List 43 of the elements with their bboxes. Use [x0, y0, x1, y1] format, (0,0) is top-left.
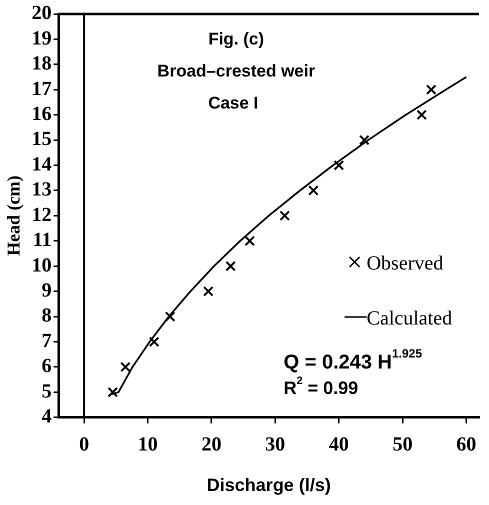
y-tick-label: 13	[32, 178, 52, 201]
point	[308, 185, 319, 196]
point	[203, 286, 214, 297]
point	[416, 110, 427, 120]
y-tick-label: 8	[42, 304, 52, 327]
x-tick-label: 50	[392, 434, 413, 456]
y-tick-label: 15	[32, 128, 52, 150]
point	[225, 260, 236, 272]
x-tick-label: 60	[456, 434, 476, 456]
annotation: Case I	[208, 94, 258, 113]
legend-label: Calculated	[366, 307, 452, 330]
x-axis-title: Discharge (l/s)	[206, 475, 331, 496]
y-tick-label: 6	[42, 355, 52, 378]
y-tick-label: 7	[42, 330, 52, 352]
y-tick-label: 17	[32, 78, 52, 100]
x-tick-label: 0	[79, 434, 90, 456]
y-tick-label: 20	[32, 2, 52, 24]
x-tick-label: 10	[138, 434, 158, 456]
point	[244, 236, 255, 246]
x-tick-label: 40	[328, 434, 349, 456]
point	[279, 210, 290, 221]
x-tick-label: 30	[265, 434, 286, 456]
text: Broad–crested weir	[157, 62, 316, 81]
y-axis-title: Head (cm)	[3, 175, 24, 256]
point	[334, 160, 344, 171]
point	[148, 336, 160, 348]
point	[164, 311, 176, 322]
legend-label: Observed	[366, 252, 444, 274]
point	[359, 134, 370, 146]
y-tick-label: 5	[42, 380, 52, 402]
point	[120, 362, 131, 372]
y-tick-label: 4	[42, 406, 52, 428]
y-tick-label: 16	[32, 103, 52, 126]
x-tick-label: 20	[201, 434, 222, 456]
y-tick-label: 10	[32, 254, 52, 276]
y-tick-label: 18	[32, 52, 52, 75]
point	[426, 84, 436, 95]
y-tick-label: 11	[32, 229, 52, 252]
y-tick-label: 14	[32, 153, 52, 176]
y-tick-label: 19	[32, 27, 52, 50]
y-tick-label: 9	[42, 280, 52, 302]
y-tick-label: 12	[32, 204, 52, 226]
text: Fig. (c)	[208, 30, 264, 49]
